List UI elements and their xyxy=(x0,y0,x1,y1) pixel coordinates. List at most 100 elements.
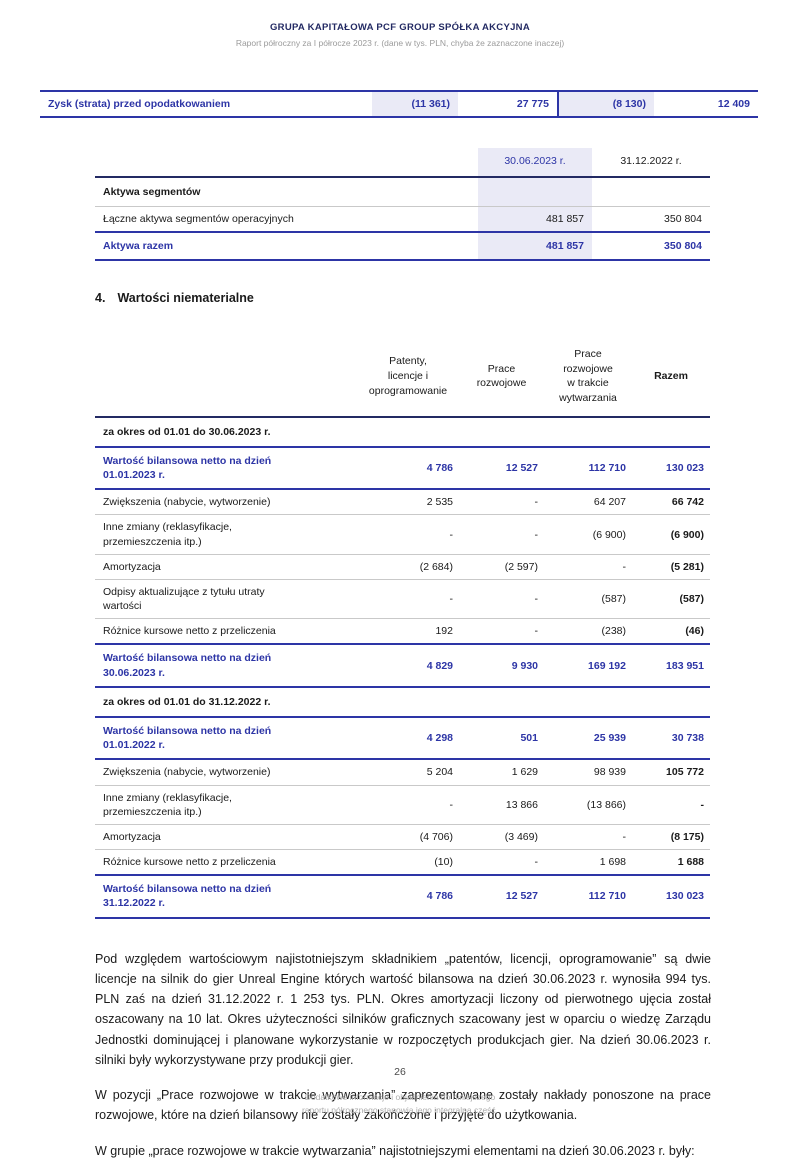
table-row: Inne zmiany (reklasyfikacje, przemieszcz… xyxy=(95,514,710,555)
value-cell: 130 023 xyxy=(632,874,710,919)
section-number: 4. xyxy=(95,291,106,305)
value-cell: 13 866 xyxy=(459,785,544,825)
value-cell: 130 023 xyxy=(632,445,710,491)
value-cell: (587) xyxy=(544,579,632,620)
empty-header-cell xyxy=(95,341,357,418)
row-label: Zwiększenia (nabycie, wytworzenie) xyxy=(95,489,357,516)
empty-cell xyxy=(478,177,592,207)
table-row: Odpisy aktualizujące z tytułu utraty war… xyxy=(95,579,710,620)
value-cell: (587) xyxy=(632,579,710,620)
balance-row: Wartość bilansowa netto na dzień 30.06.2… xyxy=(95,643,710,688)
value-cell: - xyxy=(357,785,459,825)
value-cell: (2 684) xyxy=(357,554,459,580)
value-cell: (8 130) xyxy=(557,90,654,118)
value-cell: 98 939 xyxy=(544,759,632,786)
value-cell: (11 361) xyxy=(372,90,458,118)
balance-row: Wartość bilansowa netto na dzień 01.01.2… xyxy=(95,715,710,761)
value-cell: (4 706) xyxy=(357,824,459,851)
value-cell: 66 742 xyxy=(632,489,710,516)
value-cell: 12 409 xyxy=(654,90,758,118)
column-header-patents: Patenty, licencje i oprogramowanie xyxy=(357,341,459,418)
value-cell: 9 930 xyxy=(459,643,544,688)
value-cell: 4 786 xyxy=(357,874,459,919)
value-cell: (10) xyxy=(357,849,459,876)
value-cell: 112 710 xyxy=(544,445,632,491)
value-cell: 501 xyxy=(459,715,544,761)
value-cell: - xyxy=(357,579,459,620)
page-number: 26 xyxy=(394,1065,406,1078)
balance-row: Wartość bilansowa netto na dzień 01.01.2… xyxy=(95,445,710,491)
value-cell: 1 698 xyxy=(544,849,632,876)
period-header-row: za okres od 01.01 do 30.06.2023 r. xyxy=(95,416,710,448)
empty-header-cell xyxy=(95,148,478,178)
value-cell: (238) xyxy=(544,618,632,645)
row-label: Odpisy aktualizujące z tytułu utraty war… xyxy=(95,579,357,620)
body-text: Pod względem wartościowym najistotniejsz… xyxy=(95,949,711,1161)
table-row: Zwiększenia (nabycie, wytworzenie) 5 204… xyxy=(95,759,710,786)
value-cell: - xyxy=(459,514,544,555)
value-cell: 12 527 xyxy=(459,445,544,491)
value-cell: 5 204 xyxy=(357,759,459,786)
table-row: Łączne aktywa segmentów operacyjnych 481… xyxy=(95,206,710,233)
value-cell: - xyxy=(357,514,459,555)
value-cell: (3 469) xyxy=(459,824,544,851)
value-cell: - xyxy=(544,554,632,580)
profit-before-tax-table: Zysk (strata) przed opodatkowaniem (11 3… xyxy=(40,90,758,118)
section-title: Wartości niematerialne xyxy=(117,291,254,305)
value-cell: - xyxy=(459,579,544,620)
value-cell: - xyxy=(459,489,544,516)
row-label: Zysk (strata) przed opodatkowaniem xyxy=(40,90,372,118)
value-cell: (46) xyxy=(632,618,710,645)
balance-row: Wartość bilansowa netto na dzień 31.12.2… xyxy=(95,874,710,919)
section-label: Aktywa segmentów xyxy=(95,177,478,207)
table-row: Zwiększenia (nabycie, wytworzenie) 2 535… xyxy=(95,489,710,516)
period-header-row: za okres od 01.01 do 31.12.2022 r. xyxy=(95,686,710,718)
document-header: GRUPA KAPITAŁOWA PCF GROUP SPÓŁKA AKCYJN… xyxy=(0,0,800,48)
value-cell: 112 710 xyxy=(544,874,632,919)
footer-note: Dodatkowe informacje i objaśnienia do ni… xyxy=(301,1091,499,1115)
column-header-30-06-2023: 30.06.2023 r. xyxy=(478,148,592,178)
total-row: Aktywa razem 481 857 350 804 xyxy=(95,231,710,261)
segment-assets-table: 30.06.2023 r. 31.12.2022 r. Aktywa segme… xyxy=(95,148,710,261)
value-cell: - xyxy=(632,785,710,825)
column-header-31-12-2022: 31.12.2022 r. xyxy=(592,148,710,178)
row-label: Łączne aktywa segmentów operacyjnych xyxy=(95,206,478,233)
value-cell: (5 281) xyxy=(632,554,710,580)
page-footer: 26 Dodatkowe informacje i objaśnienia do… xyxy=(0,1066,800,1117)
table-row: Amortyzacja (4 706) (3 469) - (8 175) xyxy=(95,824,710,851)
table-row: Amortyzacja (2 684) (2 597) - (5 281) xyxy=(95,554,710,580)
value-cell: - xyxy=(459,618,544,645)
value-cell: (6 900) xyxy=(632,514,710,555)
intangibles-table: Patenty, licencje i oprogramowanie Prace… xyxy=(95,341,710,919)
row-label: Różnice kursowe netto z przeliczenia xyxy=(95,849,357,876)
row-label: Amortyzacja xyxy=(95,824,357,851)
row-label: Wartość bilansowa netto na dzień 01.01.2… xyxy=(95,445,357,491)
row-label: Różnice kursowe netto z przeliczenia xyxy=(95,618,357,645)
table-row: Różnice kursowe netto z przeliczenia 192… xyxy=(95,618,710,645)
empty-cell xyxy=(592,177,710,207)
value-cell: 350 804 xyxy=(592,206,710,233)
value-cell: 192 xyxy=(357,618,459,645)
value-cell: 169 192 xyxy=(544,643,632,688)
value-cell: 105 772 xyxy=(632,759,710,786)
value-cell: 2 535 xyxy=(357,489,459,516)
period-label: za okres od 01.01 do 30.06.2023 r. xyxy=(95,416,710,448)
intangibles-header-row: Patenty, licencje i oprogramowanie Prace… xyxy=(95,341,710,418)
column-header-development-in-progress: Prace rozwojowe w trakcie wytwarzania xyxy=(544,341,632,418)
value-cell: 1 688 xyxy=(632,849,710,876)
value-cell: 4 786 xyxy=(357,445,459,491)
period-label: za okres od 01.01 do 31.12.2022 r. xyxy=(95,686,710,718)
section-row: Aktywa segmentów xyxy=(95,177,710,207)
report-subtitle: Raport półroczny za I półrocze 2023 r. (… xyxy=(235,38,565,48)
row-label: Aktywa razem xyxy=(95,231,478,261)
value-cell: - xyxy=(544,824,632,851)
section-heading: 4. Wartości niematerialne xyxy=(95,291,800,305)
row-label: Wartość bilansowa netto na dzień 30.06.2… xyxy=(95,643,357,688)
table-row: Inne zmiany (reklasyfikacje, przemieszcz… xyxy=(95,785,710,825)
value-cell: 64 207 xyxy=(544,489,632,516)
row-label: Inne zmiany (reklasyfikacje, przemieszcz… xyxy=(95,785,357,825)
value-cell: (13 866) xyxy=(544,785,632,825)
row-label: Wartość bilansowa netto na dzień 01.01.2… xyxy=(95,715,357,761)
value-cell: 4 829 xyxy=(357,643,459,688)
row-label: Inne zmiany (reklasyfikacje, przemieszcz… xyxy=(95,514,357,555)
